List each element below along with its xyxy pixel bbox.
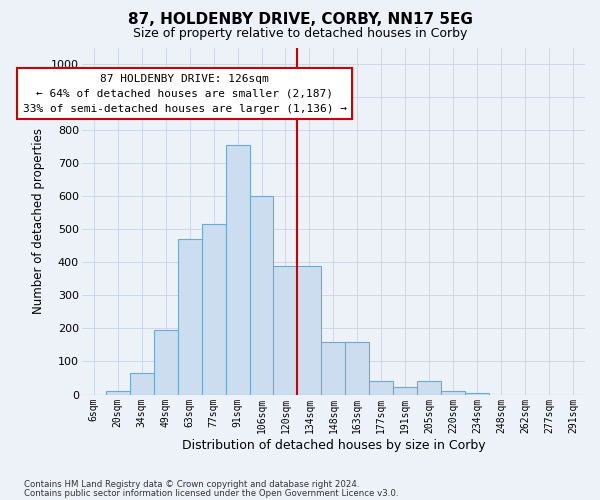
Text: 87, HOLDENBY DRIVE, CORBY, NN17 5EG: 87, HOLDENBY DRIVE, CORBY, NN17 5EG [128, 12, 472, 28]
Bar [178, 239, 202, 394]
Bar [130, 373, 154, 394]
Text: Contains public sector information licensed under the Open Government Licence v3: Contains public sector information licen… [24, 489, 398, 498]
Bar [106, 390, 130, 394]
Bar [250, 196, 274, 394]
Y-axis label: Number of detached properties: Number of detached properties [32, 128, 46, 314]
Bar [346, 342, 370, 394]
Bar [441, 391, 465, 394]
Text: Size of property relative to detached houses in Corby: Size of property relative to detached ho… [133, 28, 467, 40]
X-axis label: Distribution of detached houses by size in Corby: Distribution of detached houses by size … [182, 440, 485, 452]
Bar [226, 145, 250, 394]
Bar [154, 330, 178, 394]
Bar [393, 388, 417, 394]
Bar [370, 382, 393, 394]
Bar [465, 393, 489, 394]
Text: 87 HOLDENBY DRIVE: 126sqm
← 64% of detached houses are smaller (2,187)
33% of se: 87 HOLDENBY DRIVE: 126sqm ← 64% of detac… [23, 74, 347, 114]
Bar [274, 266, 298, 394]
Text: Contains HM Land Registry data © Crown copyright and database right 2024.: Contains HM Land Registry data © Crown c… [24, 480, 359, 489]
Bar [322, 342, 346, 394]
Bar [202, 224, 226, 394]
Bar [417, 382, 441, 394]
Bar [298, 266, 322, 394]
